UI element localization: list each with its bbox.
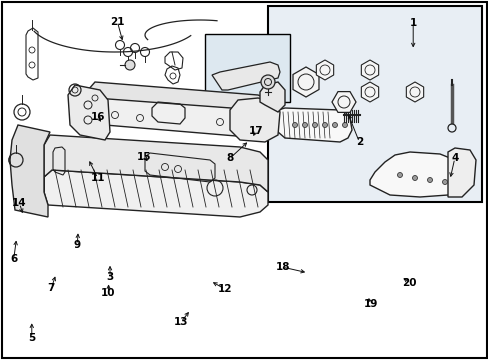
Text: 14: 14: [12, 198, 27, 208]
Text: 4: 4: [450, 153, 458, 163]
Polygon shape: [44, 170, 267, 217]
Polygon shape: [447, 148, 475, 197]
Text: 7: 7: [47, 283, 55, 293]
Polygon shape: [369, 152, 461, 197]
Text: 19: 19: [363, 299, 377, 309]
Polygon shape: [68, 85, 110, 140]
Text: 5: 5: [28, 333, 35, 343]
Circle shape: [261, 75, 274, 89]
Polygon shape: [361, 82, 378, 102]
Text: 13: 13: [173, 317, 188, 327]
Text: 11: 11: [90, 173, 105, 183]
Polygon shape: [316, 60, 333, 80]
Text: 1: 1: [409, 18, 416, 28]
Text: 9: 9: [74, 240, 81, 250]
Polygon shape: [44, 135, 267, 192]
Text: 12: 12: [217, 284, 232, 294]
Polygon shape: [361, 60, 378, 80]
Text: 8: 8: [226, 153, 233, 163]
Circle shape: [397, 172, 402, 177]
Text: 17: 17: [248, 126, 263, 136]
Circle shape: [342, 122, 347, 127]
Circle shape: [322, 122, 327, 127]
Polygon shape: [292, 67, 318, 97]
Circle shape: [412, 176, 417, 180]
Polygon shape: [260, 82, 285, 112]
Polygon shape: [274, 108, 351, 142]
Circle shape: [442, 180, 447, 185]
Text: 10: 10: [101, 288, 116, 298]
Polygon shape: [10, 125, 50, 217]
Text: 15: 15: [137, 152, 151, 162]
Polygon shape: [229, 98, 280, 142]
Bar: [204, 34, 289, 102]
Polygon shape: [88, 82, 278, 122]
Text: 2: 2: [355, 137, 362, 147]
Polygon shape: [331, 91, 355, 112]
Circle shape: [125, 60, 135, 70]
Text: 3: 3: [106, 272, 113, 282]
Text: 18: 18: [275, 262, 289, 272]
Circle shape: [312, 122, 317, 127]
Polygon shape: [88, 96, 278, 138]
Circle shape: [332, 122, 337, 127]
Polygon shape: [212, 62, 280, 90]
Bar: [267, 6, 481, 202]
Text: 20: 20: [402, 278, 416, 288]
Circle shape: [427, 177, 431, 183]
Text: 6: 6: [10, 254, 17, 264]
Circle shape: [292, 122, 297, 127]
Circle shape: [302, 122, 307, 127]
Text: 16: 16: [90, 112, 105, 122]
Text: 21: 21: [110, 17, 124, 27]
Polygon shape: [406, 82, 423, 102]
